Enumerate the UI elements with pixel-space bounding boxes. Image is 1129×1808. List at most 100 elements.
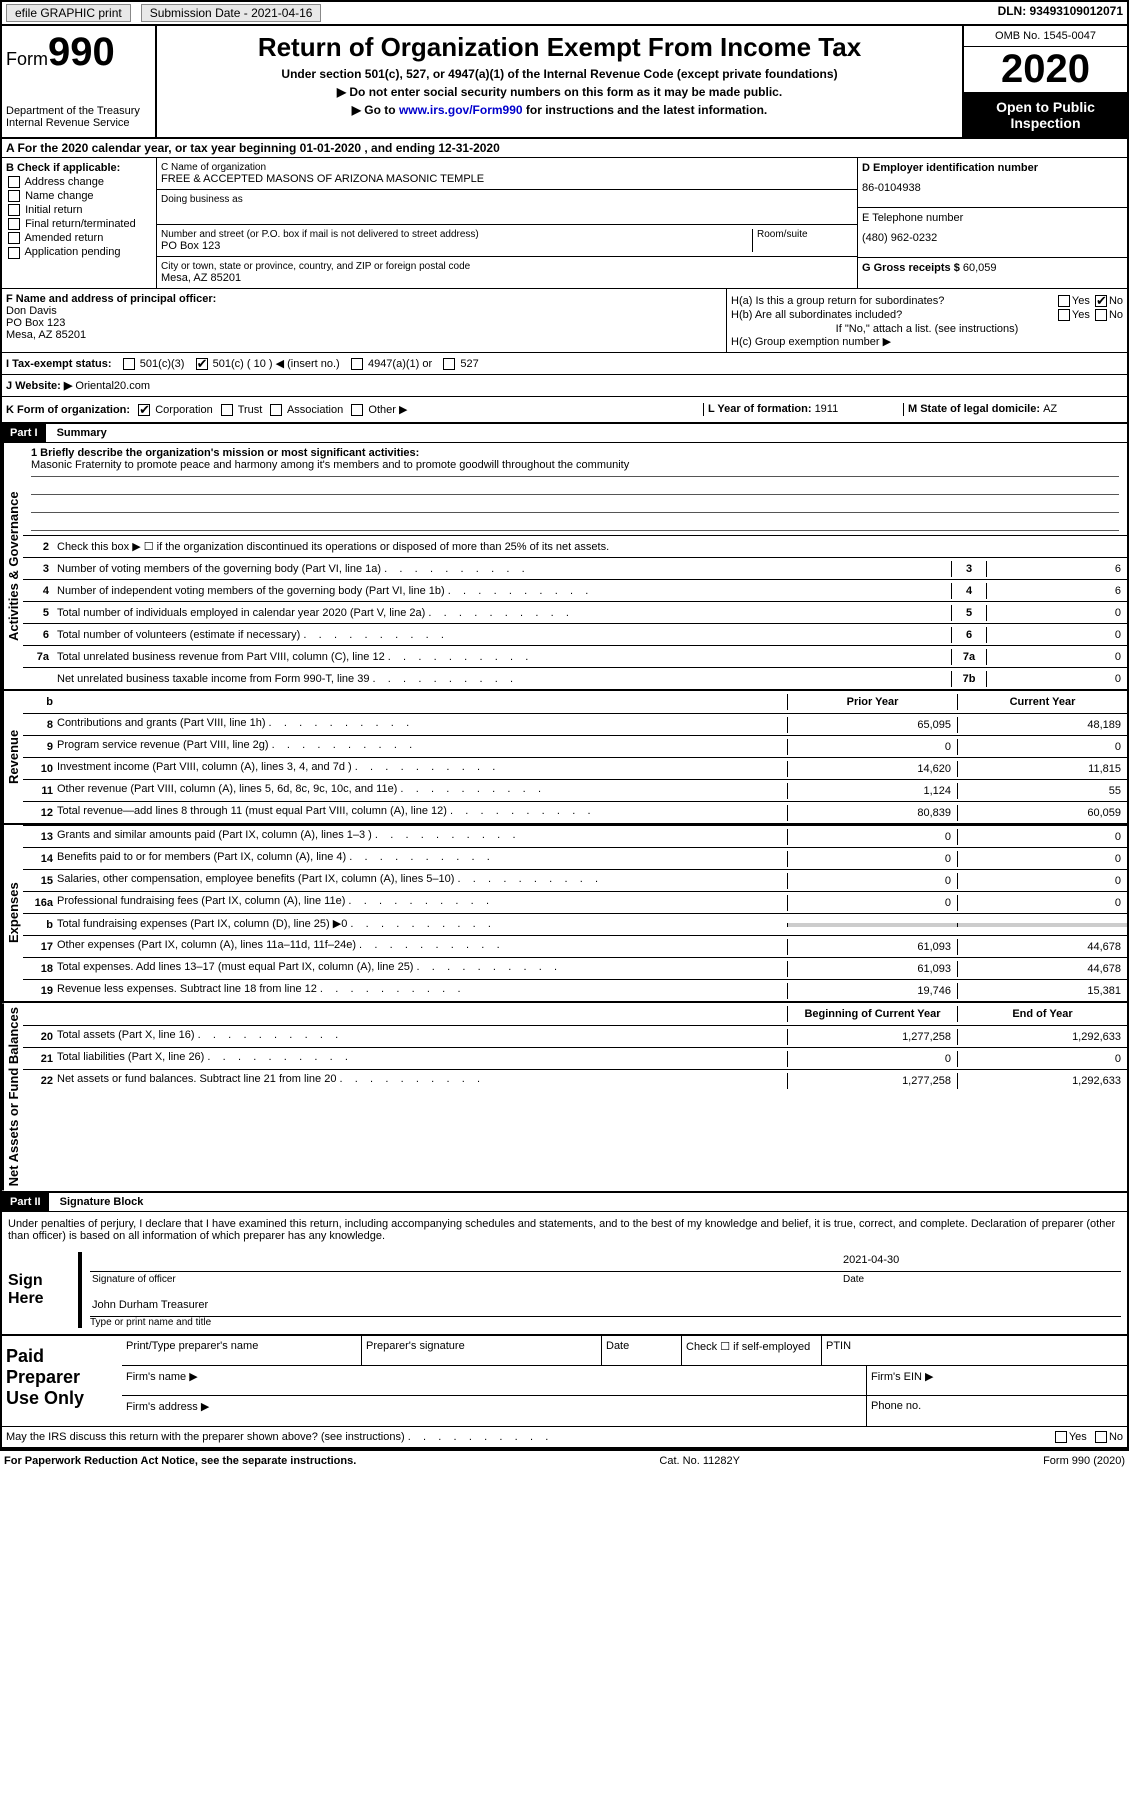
ha-yes-checkbox[interactable] [1058,295,1070,307]
summary-line: 11Other revenue (Part VIII, column (A), … [23,779,1127,801]
discuss-yes-checkbox[interactable] [1055,1431,1067,1443]
corp-checkbox[interactable] [138,404,150,416]
beginning-year-header: Beginning of Current Year [787,1006,957,1022]
hb-no-checkbox[interactable] [1095,309,1107,321]
trust-checkbox[interactable] [221,404,233,416]
net-assets-tab: Net Assets or Fund Balances [2,1003,23,1190]
officer-addr1: PO Box 123 [6,317,722,329]
check-applicable-label: B Check if applicable: [6,162,120,174]
summary-line: 10Investment income (Part VIII, column (… [23,757,1127,779]
form-header: Form990 Department of the Treasury Inter… [2,26,1127,139]
city-state-zip: Mesa, AZ 85201 [161,272,853,284]
officer-addr2: Mesa, AZ 85201 [6,329,722,341]
instructions-link[interactable]: www.irs.gov/Form990 [399,103,523,117]
summary-line: 7a Total unrelated business revenue from… [23,645,1127,667]
discuss-text: May the IRS discuss this return with the… [6,1431,405,1443]
ein-label: D Employer identification number [862,162,1038,174]
org-name: FREE & ACCEPTED MASONS OF ARIZONA MASONI… [161,173,853,185]
4947-checkbox[interactable] [351,358,363,370]
perjury-text: Under penalties of perjury, I declare th… [8,1218,1121,1242]
tax-exempt-row: I Tax-exempt status: 501(c)(3) 501(c) ( … [2,353,1127,375]
dln-label: DLN: 93493109012071 [998,4,1123,22]
tax-year-row: A For the 2020 calendar year, or tax yea… [2,139,1127,158]
hb-note: If "No," attach a list. (see instruction… [731,323,1123,335]
submission-date-button[interactable]: Submission Date - 2021-04-16 [141,4,322,22]
officer-name: Don Davis [6,305,722,317]
part2-header: Part II [2,1193,49,1211]
summary-line: bTotal fundraising expenses (Part IX, co… [23,913,1127,935]
state-domicile: AZ [1043,403,1057,415]
address-change-checkbox[interactable] [8,176,20,188]
summary-line: 20Total assets (Part X, line 16) 1,277,2… [23,1025,1127,1047]
efile-print-button[interactable]: efile GRAPHIC print [6,4,131,22]
tax-year: 2020 [964,47,1127,93]
ha-no-checkbox[interactable] [1095,295,1107,307]
website-value: Oriental20.com [75,380,150,392]
527-checkbox[interactable] [443,358,455,370]
summary-line: 14Benefits paid to or for members (Part … [23,847,1127,869]
summary-line: 3 Number of voting members of the govern… [23,557,1127,579]
governance-tab: Activities & Governance [2,443,23,689]
goto-suffix: for instructions and the latest informat… [523,103,768,117]
sig-date-value: 2021-04-30 [841,1252,1121,1271]
summary-line: 12Total revenue—add lines 8 through 11 (… [23,801,1127,823]
end-year-header: End of Year [957,1006,1127,1022]
summary-line: 4 Number of independent voting members o… [23,579,1127,601]
omb-number: OMB No. 1545-0047 [964,26,1127,47]
ha-label: H(a) Is this a group return for subordin… [731,295,944,307]
application-pending-checkbox[interactable] [8,247,20,259]
goto-prefix: ▶ Go to [352,103,399,117]
discuss-no-checkbox[interactable] [1095,1431,1107,1443]
summary-line: 9Program service revenue (Part VIII, lin… [23,735,1127,757]
year-formation: 1911 [815,403,839,415]
street-address: PO Box 123 [161,240,752,252]
summary-line: 21Total liabilities (Part X, line 26) 0 … [23,1047,1127,1069]
form-number: 990 [48,30,115,74]
ssn-warning: ▶ Do not enter social security numbers o… [163,85,956,99]
prior-year-header: Prior Year [787,694,957,710]
form-label: Form [6,49,48,69]
summary-line: 8Contributions and grants (Part VIII, li… [23,713,1127,735]
room-caption: Room/suite [757,229,853,240]
501c-checkbox[interactable] [196,358,208,370]
summary-line: 15Salaries, other compensation, employee… [23,869,1127,891]
revenue-tab: Revenue [2,691,23,823]
amended-return-checkbox[interactable] [8,232,20,244]
line2-text: Check this box ▶ ☐ if the organization d… [53,538,1127,555]
other-checkbox[interactable] [351,404,363,416]
phone-label: E Telephone number [862,212,963,224]
hb-yes-checkbox[interactable] [1058,309,1070,321]
summary-line: 6 Total number of volunteers (estimate i… [23,623,1127,645]
assoc-checkbox[interactable] [270,404,282,416]
summary-line: 5 Total number of individuals employed i… [23,601,1127,623]
501c3-checkbox[interactable] [123,358,135,370]
initial-return-checkbox[interactable] [8,204,20,216]
cat-number: Cat. No. 11282Y [659,1455,740,1467]
form-footer: Form 990 (2020) [1043,1455,1125,1467]
final-return-checkbox[interactable] [8,218,20,230]
dba-caption: Doing business as [161,194,853,205]
hb-label: H(b) Are all subordinates included? [731,309,902,321]
name-change-checkbox[interactable] [8,190,20,202]
summary-line: 19Revenue less expenses. Subtract line 1… [23,979,1127,1001]
paperwork-notice: For Paperwork Reduction Act Notice, see … [4,1455,356,1467]
website-label: J Website: ▶ [6,380,72,392]
gross-receipts-label: G Gross receipts $ [862,262,963,274]
officer-label: F Name and address of principal officer: [6,293,216,305]
mission-label: 1 Briefly describe the organization's mi… [31,447,419,459]
current-year-header: Current Year [957,694,1127,710]
summary-line: 13Grants and similar amounts paid (Part … [23,825,1127,847]
summary-line: 22Net assets or fund balances. Subtract … [23,1069,1127,1091]
paid-preparer-label: Paid Preparer Use Only [2,1336,122,1426]
part1-header: Part I [2,424,46,442]
ein-value: 86-0104938 [862,182,1123,194]
part1-title: Summary [49,424,115,442]
summary-line: 16aProfessional fundraising fees (Part I… [23,891,1127,913]
public-inspection: Open to Public Inspection [964,93,1127,137]
addr-caption: Number and street (or P.O. box if mail i… [161,229,752,240]
phone-value: (480) 962-0232 [862,232,1123,244]
city-caption: City or town, state or province, country… [161,261,853,272]
summary-line: 17Other expenses (Part IX, column (A), l… [23,935,1127,957]
org-name-caption: C Name of organization [161,162,853,173]
form-title: Return of Organization Exempt From Incom… [163,32,956,63]
